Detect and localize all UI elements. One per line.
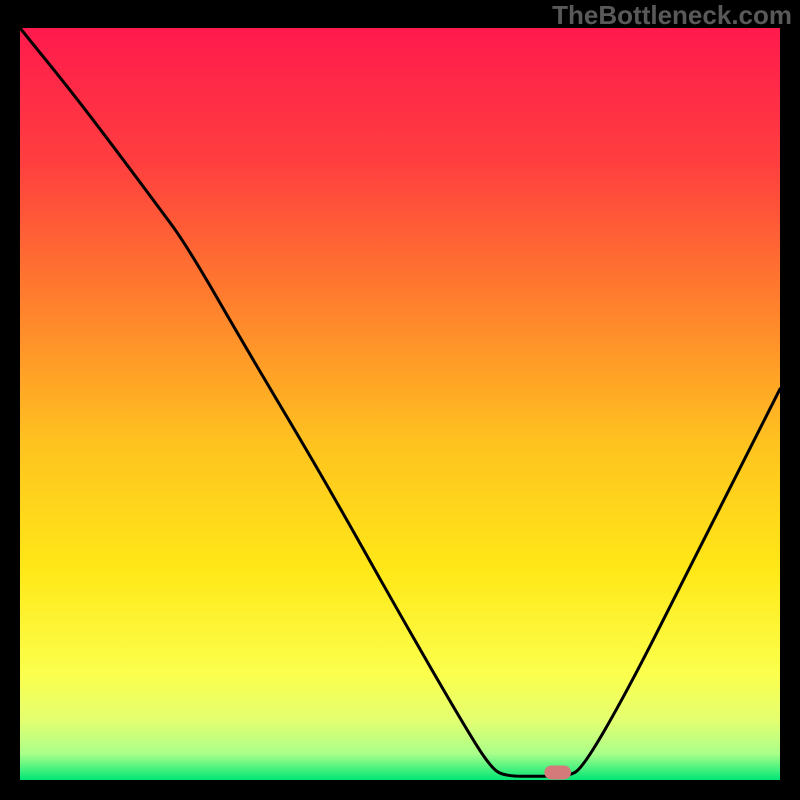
chart-stage: TheBottleneck.com	[0, 0, 800, 800]
bottleneck-chart	[0, 0, 800, 800]
gradient-background	[20, 28, 780, 780]
optimal-point-marker	[544, 765, 571, 779]
